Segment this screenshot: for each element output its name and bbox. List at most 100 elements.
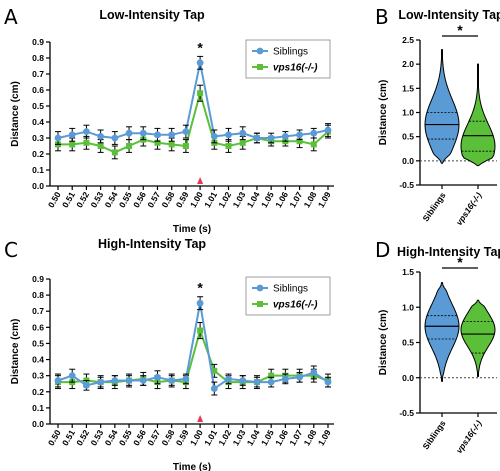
chart-title: Low-Intensity Tap <box>398 8 500 22</box>
x-tick-label: 1.01 <box>202 190 219 210</box>
y-tick-label: 0.4 <box>32 117 44 127</box>
y-tick-label: -0.5 <box>399 408 414 418</box>
legend-label: Siblings <box>273 284 308 295</box>
y-tick-label: 0.9 <box>32 274 44 284</box>
x-tick-label: 1.05 <box>259 428 276 448</box>
legend-label: Siblings <box>273 47 308 58</box>
legend: Siblings vps16(-/-) <box>245 276 331 316</box>
data-point <box>69 141 76 148</box>
x-tick-label: 0.58 <box>159 428 176 448</box>
x-tick-label: 0.59 <box>174 428 191 448</box>
x-tick-label: 1.07 <box>287 190 304 210</box>
data-point <box>196 299 204 307</box>
x-tick-label: 1.09 <box>316 428 333 448</box>
data-point <box>281 133 289 140</box>
x-tick-label: 1.03 <box>231 428 248 448</box>
data-point <box>68 372 76 380</box>
violin-body <box>460 63 496 167</box>
data-point <box>239 377 247 384</box>
data-point <box>83 128 90 136</box>
y-axis-label: Distance (cm) <box>10 319 21 385</box>
x-tick-label: 1.03 <box>231 190 248 210</box>
legend-marker <box>257 64 263 70</box>
data-point <box>54 377 62 384</box>
x-tick-label: 1.09 <box>316 190 333 210</box>
x-tick-label: 0.52 <box>74 428 91 448</box>
data-point <box>296 138 303 145</box>
significance-star: * <box>197 39 203 55</box>
data-point <box>154 139 161 146</box>
x-tick-label: 0.57 <box>145 428 162 448</box>
y-tick-label: 0.6 <box>32 85 44 95</box>
x-tick-label: 1.05 <box>259 190 276 210</box>
x-tick-label: 0.50 <box>46 190 63 210</box>
y-tick-label: 0.5 <box>32 101 44 111</box>
data-point <box>68 131 76 139</box>
data-point <box>97 143 104 149</box>
data-point <box>139 129 147 137</box>
data-point <box>154 373 161 381</box>
y-tick-label: 0.8 <box>32 290 44 300</box>
data-point <box>168 377 176 384</box>
y-tick-label: 0.2 <box>32 149 44 159</box>
data-point <box>324 126 332 134</box>
x-tick-label: 0.51 <box>60 190 77 210</box>
data-point <box>168 141 175 148</box>
x-tick-label: 0.59 <box>174 190 191 210</box>
data-point <box>225 131 232 139</box>
data-point <box>54 134 62 142</box>
y-tick-label: -0.5 <box>399 180 414 190</box>
data-point <box>239 139 246 146</box>
panel-letter: D <box>375 238 390 262</box>
data-point <box>182 128 190 136</box>
data-point <box>267 378 275 386</box>
y-tick-label: 0.1 <box>32 165 44 175</box>
series-siblings <box>54 55 332 145</box>
y-tick-label: 0.0 <box>402 373 414 383</box>
violin-body <box>424 49 460 164</box>
chart-title: High-Intensity Tap <box>98 237 206 251</box>
x-tick-label: 0.53 <box>88 190 105 210</box>
stimulus-marker <box>197 177 204 184</box>
data-point <box>197 327 204 334</box>
panel-letter: B <box>375 5 389 29</box>
legend-marker <box>257 301 263 307</box>
y-tick-label: 0.1 <box>32 403 44 413</box>
significance-star: * <box>457 254 463 270</box>
y-tick-label: 0.3 <box>32 371 44 381</box>
legend: Siblings vps16(-/-) <box>245 39 331 79</box>
data-point <box>268 372 275 379</box>
data-point <box>182 143 189 149</box>
panel-letter: C <box>4 238 18 262</box>
y-tick-label: 0.5 <box>32 338 44 348</box>
panel-c: C High-Intensity Tap 0.0 0.1 0.2 0.3 0.4 0.5 0.6… <box>4 237 334 471</box>
x-tick-label: 1.02 <box>216 428 233 448</box>
legend-marker <box>256 284 264 292</box>
y-tick-label: 2.5 <box>402 35 414 45</box>
significance-star: * <box>197 280 203 296</box>
data-point <box>225 143 232 149</box>
y-axis-label: Distance (cm) <box>378 80 389 146</box>
data-point <box>310 369 318 376</box>
data-point <box>197 90 204 97</box>
x-tick-label: 0.57 <box>145 190 162 210</box>
x-tick-label: 1.02 <box>216 190 233 210</box>
violin-body <box>460 299 496 377</box>
data-point <box>126 143 133 149</box>
data-point <box>168 131 176 139</box>
data-point <box>139 377 147 384</box>
x-tick-label: 1.01 <box>202 428 219 448</box>
data-point <box>211 367 218 374</box>
x-tick-label: 0.54 <box>103 428 120 448</box>
x-tick-label: 0.51 <box>60 428 77 448</box>
panel-d: D High-Intensity Tap -0.5 0.0 0.5 1.0 1.5 Dista… <box>375 238 500 455</box>
x-tick-label: 0.55 <box>117 190 134 210</box>
x-tick-label: 0.55 <box>117 428 134 448</box>
series-siblings <box>54 296 332 396</box>
panel-b: B Low-Intensity Tap -0.5 0.0 0.5 1.0 1.5 2.0 2.5… <box>375 5 500 227</box>
legend-label: vps16(-/-) <box>273 63 318 74</box>
chart-title: Low-Intensity Tap <box>99 8 205 22</box>
violin-siblings <box>424 49 460 164</box>
y-tick-label: 0.5 <box>402 132 414 142</box>
